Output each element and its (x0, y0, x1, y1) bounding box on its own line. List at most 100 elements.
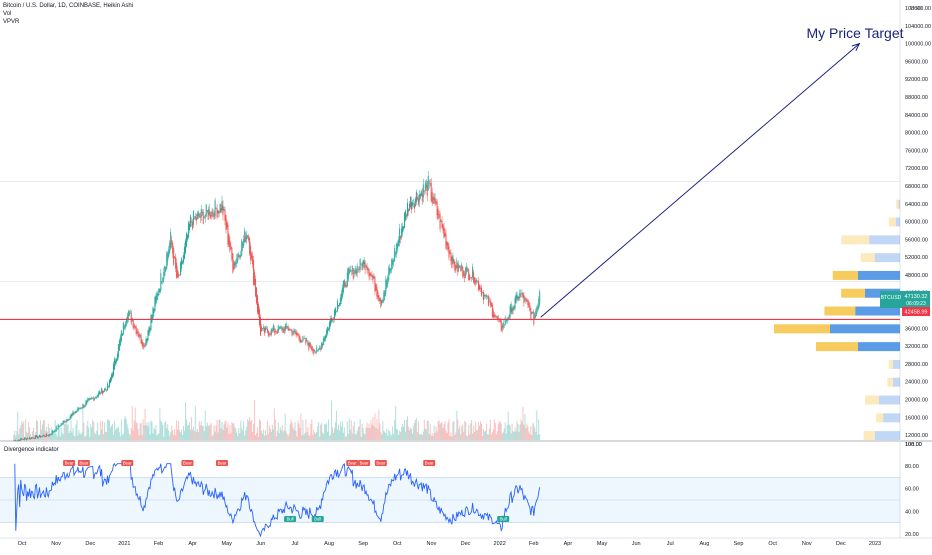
volume-bar (73, 435, 75, 440)
volume-bar (444, 421, 446, 440)
volume-bar (473, 425, 475, 440)
candle-body (361, 264, 363, 271)
candle-body (513, 306, 515, 310)
volume-bar (178, 421, 180, 440)
volume-bar (316, 431, 318, 440)
volume-bar (291, 422, 293, 440)
candle-body (353, 273, 355, 274)
time-tick-label: Nov (427, 541, 437, 547)
candle-body (140, 335, 142, 344)
candle-body (183, 255, 185, 263)
volume-bar (47, 423, 49, 440)
volume-bar (275, 436, 277, 440)
candle-body (441, 221, 443, 228)
candle-body (307, 340, 309, 346)
volume-bar (138, 435, 140, 440)
candle-body (143, 344, 145, 346)
volume-bar (129, 435, 131, 440)
volume-bar (37, 435, 39, 440)
candle-body (23, 439, 25, 440)
volume-bar (110, 425, 112, 440)
volume-bar (475, 421, 477, 440)
volume-bar (445, 430, 447, 440)
volume-bar (171, 425, 173, 440)
volume-bar (279, 427, 281, 440)
candle-body (311, 346, 313, 351)
volume-bar (321, 422, 323, 440)
volume-bar (46, 431, 48, 440)
volume-bar (356, 430, 358, 440)
volume-bar (471, 420, 473, 440)
volume-bar (333, 432, 335, 440)
volume-bar (336, 429, 338, 440)
volume-bar (74, 436, 76, 440)
volume-bar (157, 434, 159, 440)
candle-body (191, 221, 193, 229)
volume-bar (28, 421, 30, 440)
volume-bar (394, 419, 396, 440)
volume-bar (92, 419, 94, 440)
currency-label: USD (910, 6, 922, 12)
candle-body (350, 270, 352, 272)
volume-bar (426, 420, 428, 440)
price-target-annotation: My Price Target (807, 25, 904, 41)
candle-body (210, 215, 212, 218)
candle-body (237, 254, 239, 261)
volume-bar (429, 424, 431, 440)
volume-bar (243, 421, 245, 440)
volume-bar (61, 432, 63, 440)
profile-bar-up (865, 395, 879, 405)
candle-body (535, 311, 537, 317)
candle-body (21, 438, 23, 440)
volume-bar (76, 419, 78, 440)
candle-body (227, 224, 229, 245)
candle-body (314, 351, 316, 353)
volume-bar (94, 432, 96, 440)
candle-body (190, 221, 192, 223)
candle-body (364, 261, 366, 271)
volume-bar (111, 423, 113, 440)
candle-body (103, 390, 105, 393)
profile-bar-up (841, 288, 865, 298)
volume-bar (477, 430, 479, 440)
volume-bar (379, 423, 381, 440)
candle-body (333, 310, 335, 320)
volume-bar (131, 406, 133, 440)
volume-bar (57, 423, 59, 440)
candle-body (425, 182, 427, 188)
candle-body (257, 295, 259, 313)
candle-body (371, 274, 373, 278)
volume-bar (241, 428, 243, 440)
volume-bar (387, 435, 389, 440)
volume-bar (352, 425, 354, 440)
candle-body (346, 272, 348, 287)
candle-body (51, 430, 53, 435)
volume-bar (487, 434, 489, 440)
candle-body (45, 433, 47, 437)
volume-bar (242, 430, 244, 440)
time-tick-label: Jul (291, 541, 298, 547)
candle-body (52, 431, 54, 433)
volume-bar (29, 427, 31, 440)
candle-body (324, 337, 326, 342)
volume-bar (503, 428, 505, 440)
volume-bar (392, 426, 394, 440)
volume-bar (516, 420, 518, 440)
candle-body (512, 308, 514, 311)
volume-bar (539, 434, 541, 440)
candle-body (471, 277, 473, 278)
candle-body (254, 272, 256, 286)
volume-bar (347, 434, 349, 440)
volume-bar (308, 434, 310, 440)
divergence-label-text: Bear (79, 461, 88, 466)
candle-body (298, 334, 300, 339)
volume-bar (537, 434, 539, 440)
candle-body (380, 299, 382, 307)
candle-body (407, 202, 409, 216)
candle-body (526, 299, 528, 302)
candle-body (495, 315, 497, 317)
volume-bar (393, 433, 395, 440)
candle-body (442, 224, 444, 231)
candle-body (270, 328, 272, 335)
